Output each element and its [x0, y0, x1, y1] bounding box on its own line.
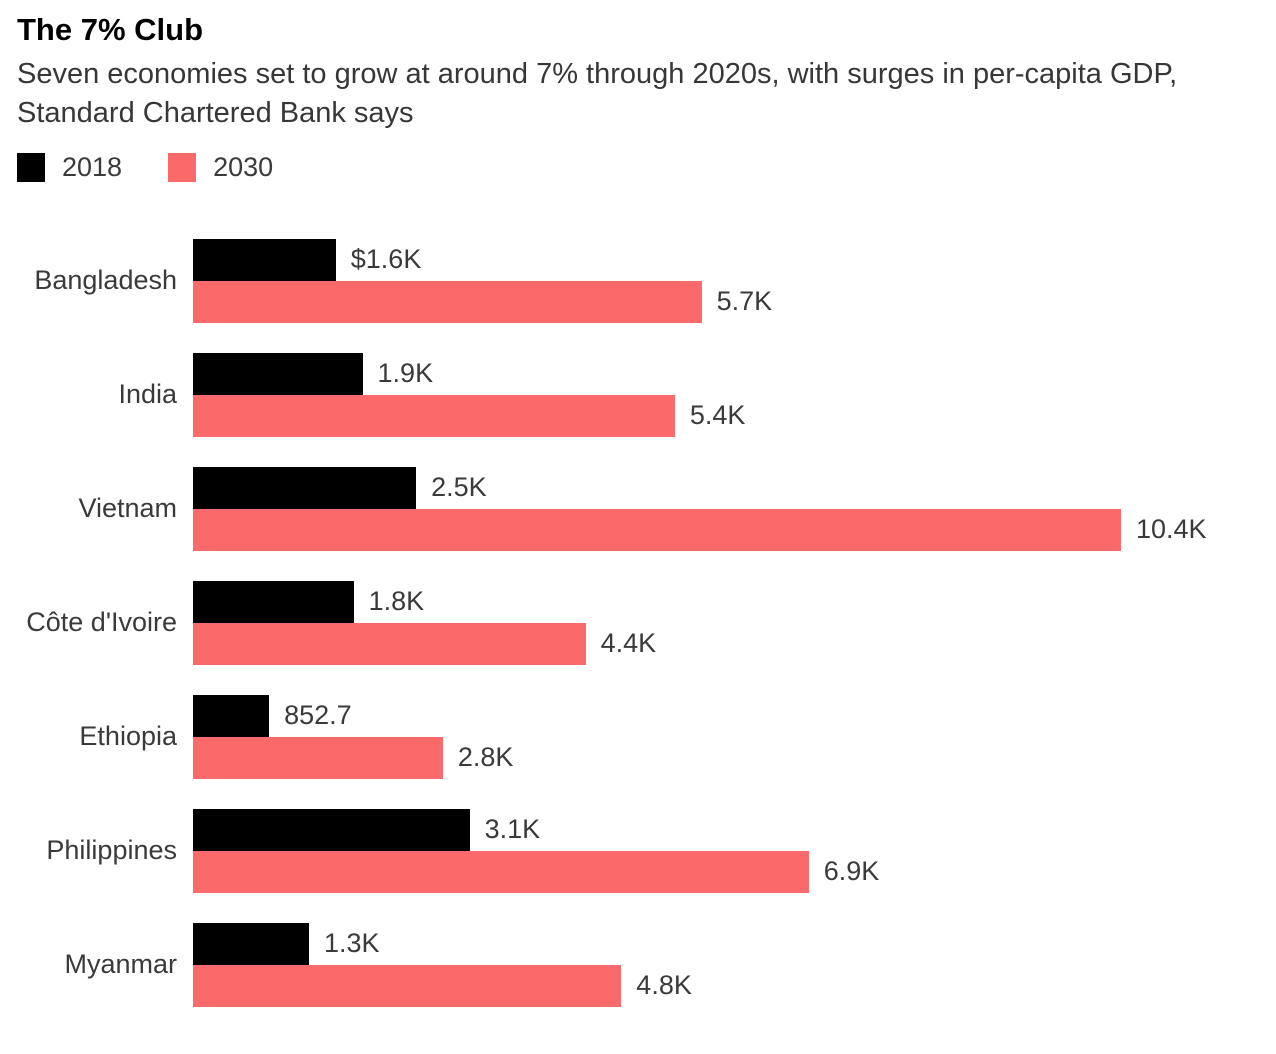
bar-pair: 1.3K 4.8K [193, 922, 1121, 1007]
chart-row: Côte d'Ivoire 1.8K 4.4K [17, 580, 1276, 665]
bar-pair: 3.1K 6.9K [193, 808, 1121, 893]
bar-2018 [193, 808, 470, 851]
bar-line-2030: 5.7K [193, 280, 1121, 323]
bar-line-2030: 6.9K [193, 850, 1121, 893]
bar-2030 [193, 964, 622, 1007]
category-label: Myanmar [64, 949, 177, 980]
chart-title: The 7% Club [17, 12, 204, 47]
bar-line-2018: 852.7 [193, 694, 1121, 737]
bar-pair: $1.6K 5.7K [193, 238, 1121, 323]
legend-swatch-2030 [168, 153, 197, 183]
value-label-2030: 10.4K [1136, 514, 1207, 545]
bar-line-2018: 3.1K [193, 808, 1121, 851]
bar-pair: 2.5K 10.4K [193, 466, 1207, 551]
bar-2030 [193, 508, 1121, 551]
category-label: Ethiopia [79, 721, 177, 752]
bar-line-2018: $1.6K [193, 238, 1121, 281]
chart-row: Philippines 3.1K 6.9K [17, 808, 1276, 893]
chart-row: Bangladesh $1.6K 5.7K [17, 238, 1276, 323]
legend: 2018 2030 [17, 152, 1276, 183]
bar-2018 [193, 466, 417, 509]
bar-2030 [193, 280, 702, 323]
category-label: India [118, 379, 177, 410]
value-label-2030: 6.9K [823, 856, 880, 887]
category-label: Philippines [46, 835, 177, 866]
chart-row: Vietnam 2.5K 10.4K [17, 466, 1276, 551]
category-label: Vietnam [78, 493, 177, 524]
chart-row: Ethiopia 852.7 2.8K [17, 694, 1276, 779]
value-label-2018: 1.9K [377, 358, 434, 389]
bar-line-2030: 2.8K [193, 736, 1121, 779]
bar-line-2018: 1.9K [193, 352, 1121, 395]
category-label: Bangladesh [34, 265, 177, 296]
bar-2030 [193, 736, 443, 779]
bar-2030 [193, 850, 809, 893]
value-label-2018: 852.7 [284, 700, 352, 731]
value-label-2018: $1.6K [350, 244, 422, 275]
bar-line-2030: 4.4K [193, 622, 1121, 665]
value-label-2030: 5.4K [689, 400, 746, 431]
bar-pair: 1.8K 4.4K [193, 580, 1121, 665]
bar-chart: Bangladesh $1.6K 5.7K India 1.9K [17, 238, 1276, 1007]
bar-2018 [193, 922, 309, 965]
legend-swatch-2018 [17, 153, 45, 183]
category-label: Côte d'Ivoire [26, 607, 177, 638]
chart-row: Myanmar 1.3K 4.8K [17, 922, 1276, 1007]
value-label-2018: 1.8K [368, 586, 425, 617]
legend-item-2030: 2030 [168, 152, 273, 183]
chart-subtitle: Seven economies set to grow at around 7%… [17, 57, 1178, 129]
bar-pair: 1.9K 5.4K [193, 352, 1121, 437]
value-label-2018: 3.1K [484, 814, 541, 845]
bar-2030 [193, 394, 675, 437]
bar-2018 [193, 352, 363, 395]
value-label-2018: 2.5K [431, 472, 487, 503]
bar-2018 [193, 580, 354, 623]
bar-line-2030: 10.4K [193, 508, 1207, 551]
bar-line-2018: 1.3K [193, 922, 1121, 965]
legend-item-2018: 2018 [17, 152, 122, 183]
bar-line-2018: 2.5K [193, 466, 1121, 509]
bar-2018 [193, 238, 336, 281]
legend-label-2030: 2030 [213, 152, 274, 183]
chart-row: India 1.9K 5.4K [17, 352, 1276, 437]
value-label-2030: 4.4K [600, 628, 657, 659]
bar-2018 [193, 694, 270, 737]
value-label-2030: 4.8K [636, 970, 692, 1001]
bar-line-2030: 4.8K [193, 964, 1121, 1007]
bar-line-2030: 5.4K [193, 394, 1121, 437]
value-label-2030: 2.8K [457, 742, 514, 773]
bar-line-2018: 1.8K [193, 580, 1121, 623]
bar-pair: 852.7 2.8K [193, 694, 1121, 779]
value-label-2030: 5.7K [716, 286, 773, 317]
value-label-2018: 1.3K [324, 928, 380, 959]
legend-label-2018: 2018 [62, 152, 123, 183]
bar-2030 [193, 622, 586, 665]
